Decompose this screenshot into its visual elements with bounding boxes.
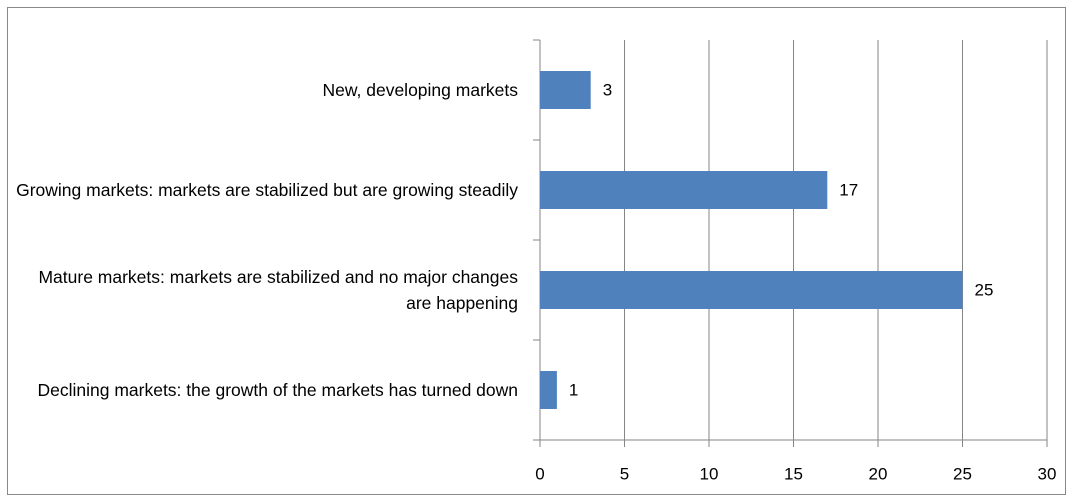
bar [540, 71, 591, 109]
data-label: 3 [603, 80, 612, 99]
data-label: 1 [569, 380, 578, 399]
y-tick-label: Growing markets: markets are stabilized … [16, 180, 518, 200]
y-tick-label: New, developing markets [322, 80, 518, 100]
data-label: 17 [839, 180, 858, 199]
x-tick-label: 15 [784, 464, 803, 483]
chart-border [7, 7, 1066, 495]
bar [540, 171, 828, 209]
x-tick-label: 25 [953, 464, 972, 483]
data-label: 25 [975, 280, 994, 299]
bar [540, 271, 963, 309]
y-tick-label: Declining markets: the growth of the mar… [37, 380, 518, 400]
bar [540, 371, 557, 409]
x-tick-label: 0 [535, 464, 544, 483]
x-tick-label: 30 [1038, 464, 1057, 483]
x-tick-label: 10 [700, 464, 719, 483]
x-tick-label: 5 [620, 464, 629, 483]
y-tick-label: Mature markets: markets are stabilized a… [38, 267, 518, 313]
x-tick-label: 20 [869, 464, 888, 483]
